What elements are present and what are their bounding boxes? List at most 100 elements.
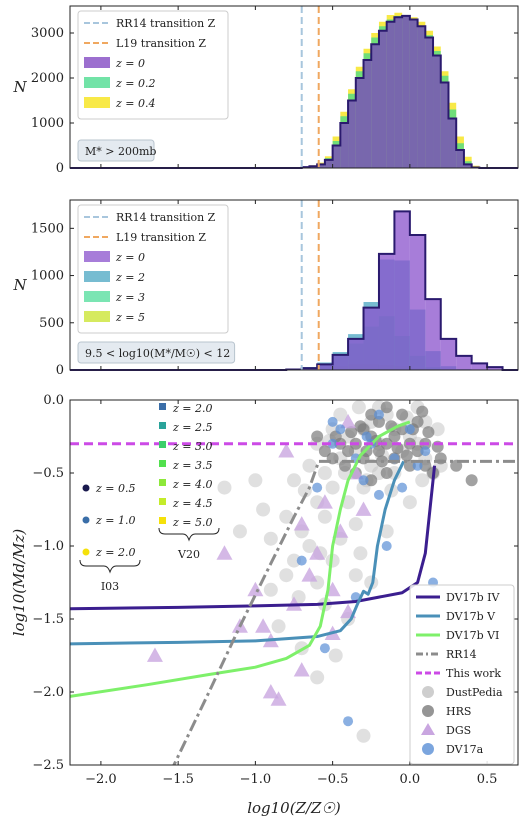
- dv17a-point: [319, 643, 330, 654]
- top-bar: [332, 145, 341, 168]
- dgs-point: [255, 618, 272, 633]
- hrs-point: [372, 415, 385, 428]
- bot-legend-label: DV17b IV: [446, 591, 500, 604]
- mid-legend-swatch: [84, 291, 110, 302]
- top-bar: [378, 30, 387, 168]
- dv17a-point: [412, 460, 423, 471]
- dv17a-point: [381, 541, 392, 551]
- top-bar: [456, 150, 464, 168]
- hrs-point: [416, 405, 429, 418]
- bot-legend-label: This work: [446, 667, 501, 680]
- top-bar: [425, 37, 434, 168]
- middle-histogram-panel: 0 500 1000 1500 N RR14 transition Z L19 transi…: [12, 199, 519, 378]
- i03-legend-marker: [82, 548, 90, 556]
- hrs-point: [372, 445, 385, 458]
- dustpedia-point: [415, 473, 430, 488]
- top-legend-label: z = 0.2: [115, 77, 156, 90]
- dustpedia-point: [232, 524, 247, 539]
- v20-legend-marker: [159, 498, 166, 505]
- dv17a-point: [373, 409, 384, 420]
- bottom-scatter-panel: −2.0 −1.5 −1.0 −0.5 0.0 0.5 0.0 −0.5 −1.0 −1.5 −2.…: [10, 393, 519, 817]
- v20-legend-label: z = 2.5: [172, 421, 213, 434]
- v20-group-label: V20: [177, 548, 200, 561]
- dv17a-point: [335, 424, 346, 435]
- mid-ytick-label: 1500: [31, 221, 64, 236]
- mid-legend-box: [77, 204, 229, 334]
- v20-legend-label: z = 3.0: [172, 440, 213, 453]
- dv17a-point: [358, 475, 369, 486]
- bot-ytick-label: −1.5: [32, 612, 64, 627]
- dgs-point: [216, 545, 233, 560]
- bot-xtick-label: −1.5: [162, 772, 194, 787]
- mid-bar: [363, 307, 379, 370]
- dv17a-point: [420, 446, 431, 457]
- i03-legend-label: z = 2.0: [95, 546, 136, 559]
- dustpedia-point: [325, 553, 340, 568]
- bot-legend-marker: [422, 705, 434, 717]
- dgs-point: [262, 684, 279, 699]
- top-bar: [440, 82, 449, 168]
- bot-ytick-label: 0.0: [43, 393, 64, 408]
- dv17a-point: [327, 438, 338, 449]
- top-bar: [394, 17, 403, 168]
- top-legend-swatch: [84, 97, 110, 108]
- bot-legend-label: DV17b V: [446, 610, 496, 623]
- mid-legend-label: z = 3: [115, 291, 145, 304]
- hrs-point: [318, 445, 331, 458]
- mid-bar: [378, 253, 395, 370]
- top-bar: [448, 118, 457, 168]
- v20-legend-marker: [159, 403, 166, 410]
- bot-xtick-label: 0.5: [477, 772, 498, 787]
- dustpedia-point: [333, 407, 348, 422]
- mid-ylabel: N: [12, 276, 27, 294]
- line-dv17b-iv: [70, 465, 437, 611]
- dgs-point: [146, 647, 163, 662]
- top-legend-label: L19 transition Z: [116, 37, 206, 50]
- top-annotation: M* > 200mb: [85, 145, 156, 158]
- v20-legend-marker: [159, 441, 166, 448]
- line-rr14: [172, 459, 518, 765]
- dgs-point: [316, 494, 333, 509]
- top-bar: [371, 44, 379, 168]
- dgs-point: [293, 662, 310, 677]
- mid-annotation: 9.5 < log10(M*/M☉) < 12: [85, 347, 230, 360]
- mid-legend-label: L19 transition Z: [116, 231, 206, 244]
- top-bar: [355, 78, 364, 168]
- mid-bar: [317, 364, 333, 370]
- mid-bar: [409, 234, 426, 370]
- v20-legend-label: z = 4.5: [172, 497, 213, 510]
- dv17a-point: [373, 489, 384, 500]
- top-bar: [317, 164, 325, 168]
- dustpedia-point: [279, 568, 294, 583]
- bot-legend-label: RR14: [446, 648, 477, 661]
- mid-bar: [456, 355, 472, 370]
- mid-legend-label: z = 5: [115, 311, 145, 324]
- hrs-point: [365, 408, 378, 421]
- top-ylabel: N: [12, 78, 27, 96]
- top-ytick-label: 2000: [31, 71, 64, 86]
- hrs-point: [465, 474, 478, 487]
- top-bar: [402, 15, 410, 169]
- v20-legend-label: z = 3.5: [172, 459, 213, 472]
- mid-ytick-label: 1000: [31, 269, 64, 284]
- mid-bar: [348, 338, 364, 370]
- dustpedia-point: [353, 546, 368, 561]
- hrs-point: [422, 426, 435, 439]
- bot-plot-area: [70, 400, 518, 765]
- i03-group-label: I03: [101, 580, 119, 593]
- hrs-point: [365, 474, 378, 487]
- bot-xtick-label: −1.0: [240, 772, 272, 787]
- dv17a-point: [312, 482, 323, 493]
- bot-xtick-label: −0.5: [317, 772, 349, 787]
- dustpedia-point: [263, 531, 278, 546]
- dustpedia-point: [256, 502, 271, 517]
- bot-legend-marker: [422, 743, 434, 755]
- v20-legend-label: z = 2.0: [172, 402, 213, 415]
- top-bar: [363, 60, 372, 168]
- mid-legend-swatch: [84, 311, 110, 322]
- v20-legend-marker: [159, 460, 166, 467]
- top-annotation-box: [77, 139, 155, 162]
- bot-ylabel: log10(Md/Mz): [10, 529, 28, 637]
- bot-legend-label: DustPedia: [446, 686, 503, 699]
- dustpedia-point: [317, 466, 332, 480]
